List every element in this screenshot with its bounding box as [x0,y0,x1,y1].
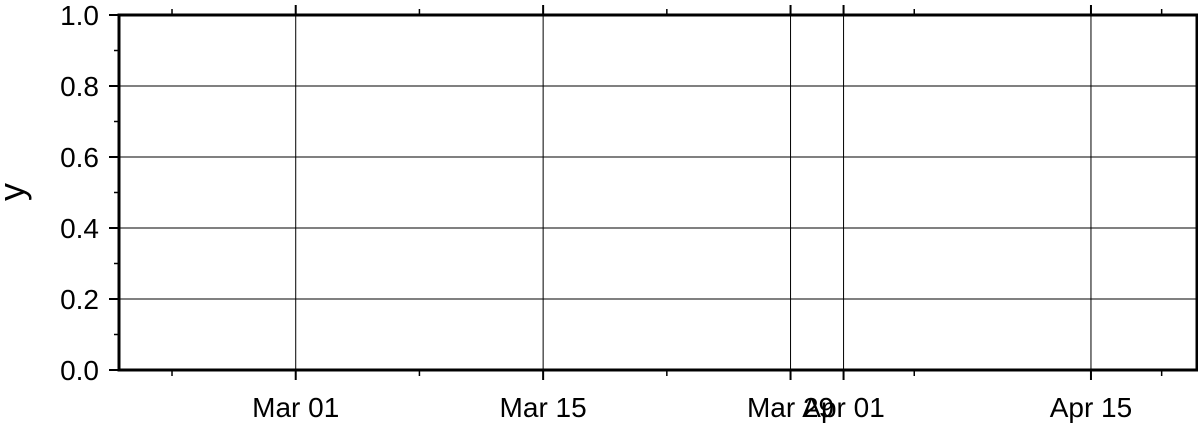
x-tick-label: Apr 01 [802,392,885,423]
y-tick-label: 0.4 [60,213,99,244]
y-axis-label: y [0,183,32,201]
y-tick-label: 1.0 [60,0,99,31]
y-tick-label: 0.8 [60,71,99,102]
y-tick-labels: 0.0 0.2 0.4 0.6 0.8 1.0 [60,0,99,386]
y-tick-label: 0.6 [60,142,99,173]
x-tick-label: Mar 15 [500,392,587,423]
plot-frame [117,13,1198,372]
y-tick-label: 0.0 [60,355,99,386]
x-tick-label: Mar 29 [747,392,834,423]
x-tick-label: Mar 01 [252,392,339,423]
axis-ticks [109,5,1163,380]
grid-lines [119,15,1197,370]
y-tick-label: 0.2 [60,284,99,315]
x-tick-label: Apr 15 [1050,392,1133,423]
